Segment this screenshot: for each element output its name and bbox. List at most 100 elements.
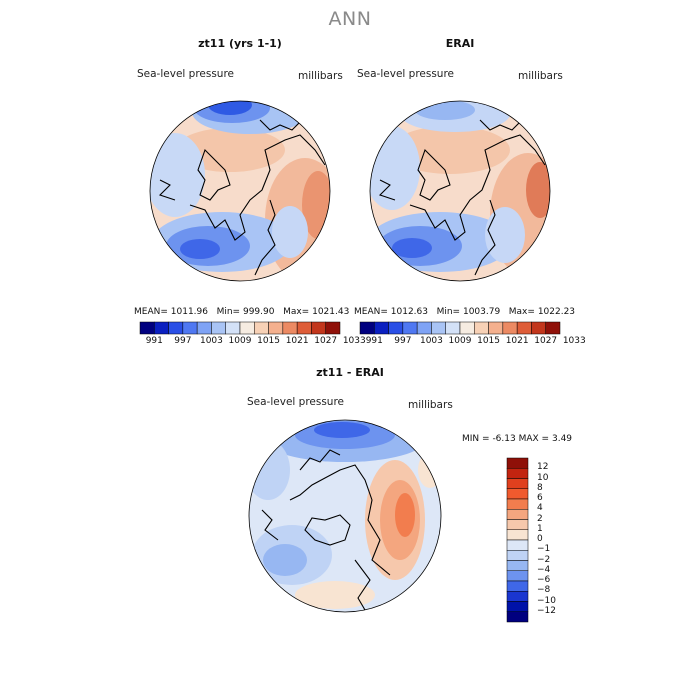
diff-panel-title: zt11 - ERAI bbox=[316, 366, 384, 379]
panel2-colorbar-swatch bbox=[502, 321, 518, 335]
diff-colorbar-tick-label: −1 bbox=[537, 544, 551, 555]
panel2-arctic-high bbox=[390, 126, 510, 174]
panel1-west-low bbox=[150, 133, 205, 217]
panel1-colorbar-swatch bbox=[268, 321, 284, 335]
panel1-colorbar-tick-label: 997 bbox=[174, 336, 192, 346]
panel2-min-label: Min= bbox=[436, 307, 461, 317]
panel2-colorbar-swatch bbox=[531, 321, 546, 335]
diff-colorbar-swatch bbox=[506, 509, 529, 520]
panel2-colorbar-tick-label: 1033 bbox=[562, 336, 586, 346]
panel1-colorbar-swatch bbox=[154, 321, 169, 335]
panel2-colorbar-tick-label: 1021 bbox=[505, 336, 529, 346]
panel2-pacific-high-core bbox=[526, 162, 550, 218]
panel1-coastline-c bbox=[259, 119, 301, 131]
panel2-colorbar-swatch bbox=[416, 321, 432, 335]
diff-colorbar-swatch bbox=[506, 560, 529, 571]
panel2-variable-label: Sea-level pressure bbox=[357, 68, 455, 80]
panel2-colorbar-tick-label: 1003 bbox=[419, 336, 443, 346]
diff-coastline-d bbox=[261, 509, 279, 541]
diff-colorbar-tick-label: −6 bbox=[537, 575, 551, 585]
panel2-title: ERAI bbox=[445, 37, 475, 50]
panel2-colorbar-tick-label: 1009 bbox=[448, 336, 472, 346]
panel1-colorbar-swatch bbox=[296, 321, 312, 335]
diff-colorbar-tick-label: 12 bbox=[537, 462, 549, 473]
diff-colorbar-tick-label: 10 bbox=[537, 472, 549, 483]
panel2-coastline-b bbox=[409, 134, 546, 241]
diff-colorbar-swatch bbox=[506, 457, 529, 469]
diff-colorbar-tick-label: −2 bbox=[537, 554, 551, 565]
panel2-north-low bbox=[415, 101, 475, 120]
diff-colorbar-swatch bbox=[506, 550, 529, 561]
panel2-colorbar-tick-label: 1027 bbox=[534, 336, 558, 346]
panel2-colorbar bbox=[359, 321, 561, 335]
panel2-colorbar-tick-label: 991 bbox=[365, 336, 383, 346]
diff-colorbar-swatch bbox=[506, 611, 529, 623]
diff-coastline-c bbox=[299, 449, 341, 471]
panel1-colorbar-swatch bbox=[311, 321, 326, 335]
panel2-colorbar-swatch bbox=[545, 321, 561, 335]
diff-colorbar-tick-label: −10 bbox=[537, 595, 556, 606]
diff-max-label: MAX = bbox=[518, 434, 550, 444]
diff-colorbar-tick-label: 8 bbox=[537, 482, 543, 493]
diff-colorbar-tick-label: 2 bbox=[537, 513, 543, 524]
panel1-colorbar-swatch bbox=[282, 321, 298, 335]
panel2-coastline-a bbox=[417, 148, 451, 201]
panel1-stats: MEAN= 1011.96 Min= 999.90 Max= 1021.43 bbox=[134, 307, 349, 317]
diff-colorbar-tick-label: −8 bbox=[537, 585, 551, 596]
panel2-colorbar-swatch bbox=[445, 321, 461, 335]
panel2-colorbar-swatch bbox=[474, 321, 489, 335]
diff-min-label: MIN = bbox=[462, 434, 490, 444]
panel2-mean-value: 1012.63 bbox=[390, 307, 428, 317]
panel1-colorbar-swatch bbox=[182, 321, 198, 335]
diff-colorbar-tick-label: 1 bbox=[537, 523, 543, 534]
diff-atlantic-negative-core bbox=[263, 544, 307, 576]
panel1-map bbox=[150, 101, 330, 281]
panel1-colorbar-swatch bbox=[139, 321, 155, 335]
diff-colorbar-swatch bbox=[506, 570, 529, 582]
panel1-min-label: Min= bbox=[216, 307, 241, 317]
panel1-colorbar-tick-label: 1033 bbox=[342, 336, 366, 346]
panel1-coastline-e bbox=[158, 179, 176, 201]
diff-south-positive bbox=[295, 581, 375, 609]
diff-colorbar-tick-label: 4 bbox=[537, 503, 543, 514]
diff-colorbar-swatch bbox=[506, 488, 529, 500]
panel2-coastline-d bbox=[474, 199, 496, 276]
panel1-mean-label: MEAN= bbox=[134, 307, 168, 317]
diff-colorbar-tick-label: 6 bbox=[537, 493, 543, 503]
panel2-colorbar-swatch bbox=[374, 321, 389, 335]
panel2-colorbar-swatch bbox=[388, 321, 404, 335]
panel1-coastline-a bbox=[197, 148, 231, 201]
diff-variable-label: Sea-level pressure bbox=[247, 396, 345, 408]
panel1-colorbar bbox=[139, 321, 341, 335]
panel1-coastline-b bbox=[189, 134, 326, 241]
panel2-colorbar-swatch bbox=[516, 321, 532, 335]
panel1-units-label: millibars bbox=[298, 70, 343, 82]
panel1-colorbar-tick-label: 1003 bbox=[199, 336, 223, 346]
panel1-colorbar-tick-label: 991 bbox=[145, 336, 163, 346]
panel2-map-border bbox=[369, 100, 551, 282]
panel1-variable-label: Sea-level pressure bbox=[137, 68, 235, 80]
diff-colorbar-swatch bbox=[506, 478, 529, 489]
panel1-east-low bbox=[272, 206, 308, 258]
panel1-coastline-d bbox=[254, 199, 276, 276]
panel1-colorbar-swatch bbox=[254, 321, 269, 335]
panel1-colorbar-swatch bbox=[211, 321, 226, 335]
diff-colorbar-swatch bbox=[506, 498, 529, 510]
diff-map-border bbox=[248, 419, 442, 613]
panel2-colorbar-swatch bbox=[402, 321, 418, 335]
panel1-icelandic-low-core bbox=[180, 239, 220, 259]
diff-units-label: millibars bbox=[408, 399, 453, 411]
panel1-min-value: 999.90 bbox=[242, 307, 275, 317]
diff-colorbar-swatch bbox=[506, 580, 529, 592]
panel2-coastline-e bbox=[378, 179, 396, 201]
panel2-stats: MEAN= 1012.63 Min= 1003.79 Max= 1022.23 bbox=[354, 307, 575, 317]
diff-colorbar-swatch bbox=[506, 529, 529, 541]
panel2-colorbar-swatch bbox=[431, 321, 446, 335]
panel1-colorbar-tick-label: 1027 bbox=[314, 336, 338, 346]
diff-colorbar-swatch bbox=[506, 601, 529, 612]
panel2-icelandic-low-core bbox=[392, 238, 432, 258]
panel2-max-value: 1022.23 bbox=[537, 307, 576, 317]
diff-colorbar-tick-label: 0 bbox=[537, 534, 543, 544]
panel1-colorbar-swatch bbox=[196, 321, 212, 335]
panel2-coastline-c bbox=[479, 119, 521, 131]
